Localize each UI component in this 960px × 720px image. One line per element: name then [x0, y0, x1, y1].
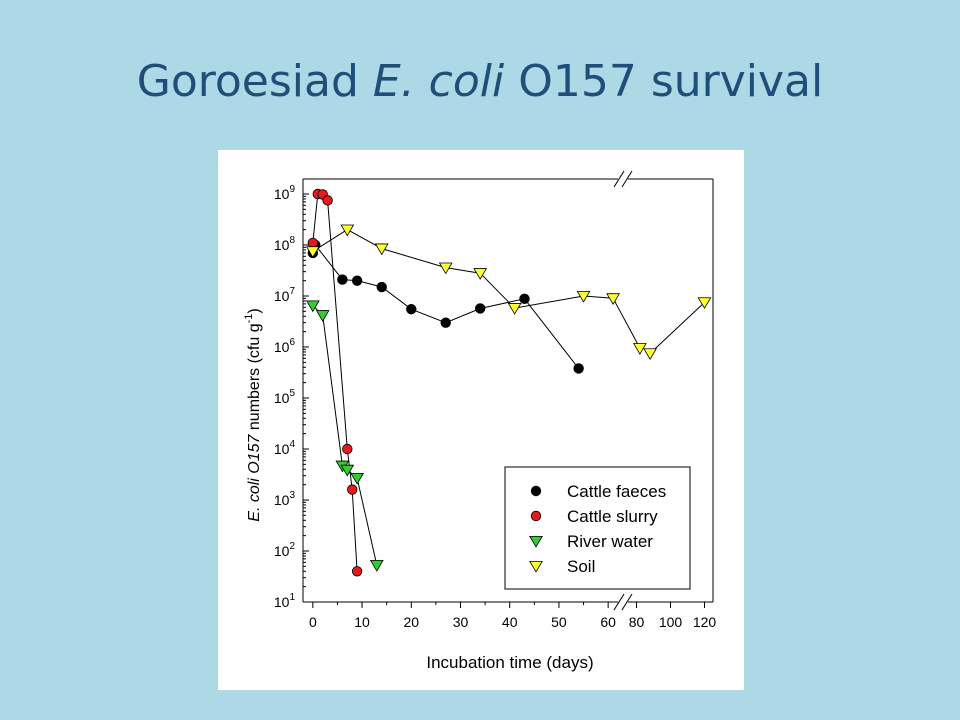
legend-marker	[529, 535, 543, 548]
x-tick-label: 120	[693, 614, 717, 630]
y-tick-label: 101	[274, 592, 296, 610]
chart-legend: Cattle faeces Cattle slurry River water Soi…	[504, 466, 691, 590]
y-tick-label-exp: 3	[289, 490, 295, 501]
legend-label: Cattle faeces	[567, 482, 666, 501]
data-point-0	[573, 363, 584, 374]
y-tick-label-base: 10	[274, 339, 290, 355]
data-point-2	[350, 472, 365, 485]
data-point-3	[305, 246, 320, 259]
x-tick-label: 20	[403, 614, 419, 630]
x-tick-label: 40	[502, 614, 518, 630]
series-line-3	[312, 229, 614, 309]
y-tick-label-base: 10	[274, 288, 290, 304]
data-point-2	[315, 310, 330, 322]
legend-marker	[530, 510, 542, 522]
y-tick-label-exp: 2	[289, 541, 295, 552]
series-line-0	[312, 243, 579, 369]
data-point-0	[474, 303, 486, 314]
slide-title-pre: Goroesiad	[136, 56, 373, 107]
data-point-3	[340, 224, 355, 237]
y-axis-label-rest: numbers (cfu g	[246, 323, 263, 434]
y-tick-label: 104	[274, 439, 296, 457]
legend-marker	[530, 485, 542, 497]
legend-marker	[529, 560, 543, 573]
y-tick-label: 108	[274, 235, 296, 253]
y-tick-label-exp: 9	[289, 184, 295, 195]
data-point-3	[633, 343, 647, 355]
data-point-1	[322, 195, 333, 206]
data-point-0	[376, 281, 387, 293]
y-axis-label-close: )	[246, 308, 263, 313]
y-tick-label: 103	[274, 490, 296, 508]
y-tick-label-exp: 7	[289, 286, 295, 297]
data-point-3	[697, 297, 712, 310]
plot-panel: 101 102 103 104 105 106 107 108 109 0 10 20 30 40 50 60…	[218, 150, 744, 690]
x-tick-label: 50	[551, 614, 567, 630]
axis-break-mark	[621, 593, 633, 611]
data-point-1	[342, 443, 353, 455]
axis-break-mark	[613, 593, 625, 611]
y-tick-label: 109	[274, 184, 296, 202]
y-axis-label-sup: -1	[243, 314, 255, 324]
series-line-2	[312, 305, 378, 566]
data-point-3	[643, 348, 657, 361]
data-point-1	[307, 237, 319, 249]
y-tick-label: 106	[274, 337, 296, 355]
y-tick-label-base: 10	[274, 441, 290, 457]
slide-title-post: O157 survival	[504, 56, 824, 107]
y-tick-label-base: 10	[274, 390, 290, 406]
data-point-1	[347, 484, 358, 495]
data-point-3	[507, 303, 522, 315]
data-point-3	[374, 243, 389, 256]
x-tick-label: 30	[453, 614, 469, 630]
data-point-0	[519, 293, 530, 305]
x-tick-label: 60	[600, 614, 616, 630]
data-point-3	[576, 290, 591, 303]
x-tick-label: 0	[309, 614, 317, 630]
y-tick-label-exp: 5	[289, 388, 295, 399]
y-tick-label-base: 10	[274, 492, 290, 508]
data-point-2	[369, 560, 384, 572]
data-point-0	[440, 317, 451, 328]
y-tick-label: 102	[274, 541, 296, 559]
y-axis-label: E. coli O157 numbers (cfu g-1)	[243, 308, 263, 521]
x-tick-label: 80	[629, 614, 645, 630]
legend-label: River water	[567, 532, 653, 551]
series-line-3	[612, 298, 641, 349]
y-tick-label-exp: 4	[289, 439, 295, 450]
data-point-0	[351, 275, 363, 286]
y-tick-label-base: 10	[274, 594, 290, 610]
data-point-3	[473, 268, 488, 280]
y-tick-label-exp: 6	[289, 337, 295, 348]
legend-label: Soil	[567, 557, 595, 576]
y-tick-label-base: 10	[274, 237, 290, 253]
x-axis-label: Incubation time (days)	[426, 653, 593, 672]
x-tick-label: 10	[354, 614, 370, 630]
y-tick-label: 107	[274, 286, 296, 304]
axis-break-mark	[621, 170, 633, 188]
legend-label: Cattle slurry	[567, 507, 658, 526]
data-point-3	[438, 262, 453, 275]
data-point-0	[337, 274, 348, 285]
data-point-0	[406, 304, 417, 315]
y-tick-label-exp: 8	[289, 235, 295, 246]
x-tick-label: 100	[659, 614, 683, 630]
axis-break-mark	[613, 170, 625, 188]
data-point-1	[351, 566, 363, 577]
y-axis-label-italic: E. coli O157	[246, 433, 263, 521]
data-point-2	[305, 300, 320, 313]
data-point-2	[340, 464, 355, 477]
slide-title-italic: E. coli	[372, 56, 505, 107]
y-tick-label-base: 10	[274, 543, 290, 559]
y-tick-label-base: 10	[274, 186, 290, 202]
slide-title: Goroesiad E. coli O157 survival	[0, 56, 960, 107]
data-point-3	[606, 293, 620, 306]
y-tick-label: 105	[274, 388, 296, 406]
series-line-3	[649, 302, 705, 354]
y-tick-label-exp: 1	[289, 592, 295, 603]
